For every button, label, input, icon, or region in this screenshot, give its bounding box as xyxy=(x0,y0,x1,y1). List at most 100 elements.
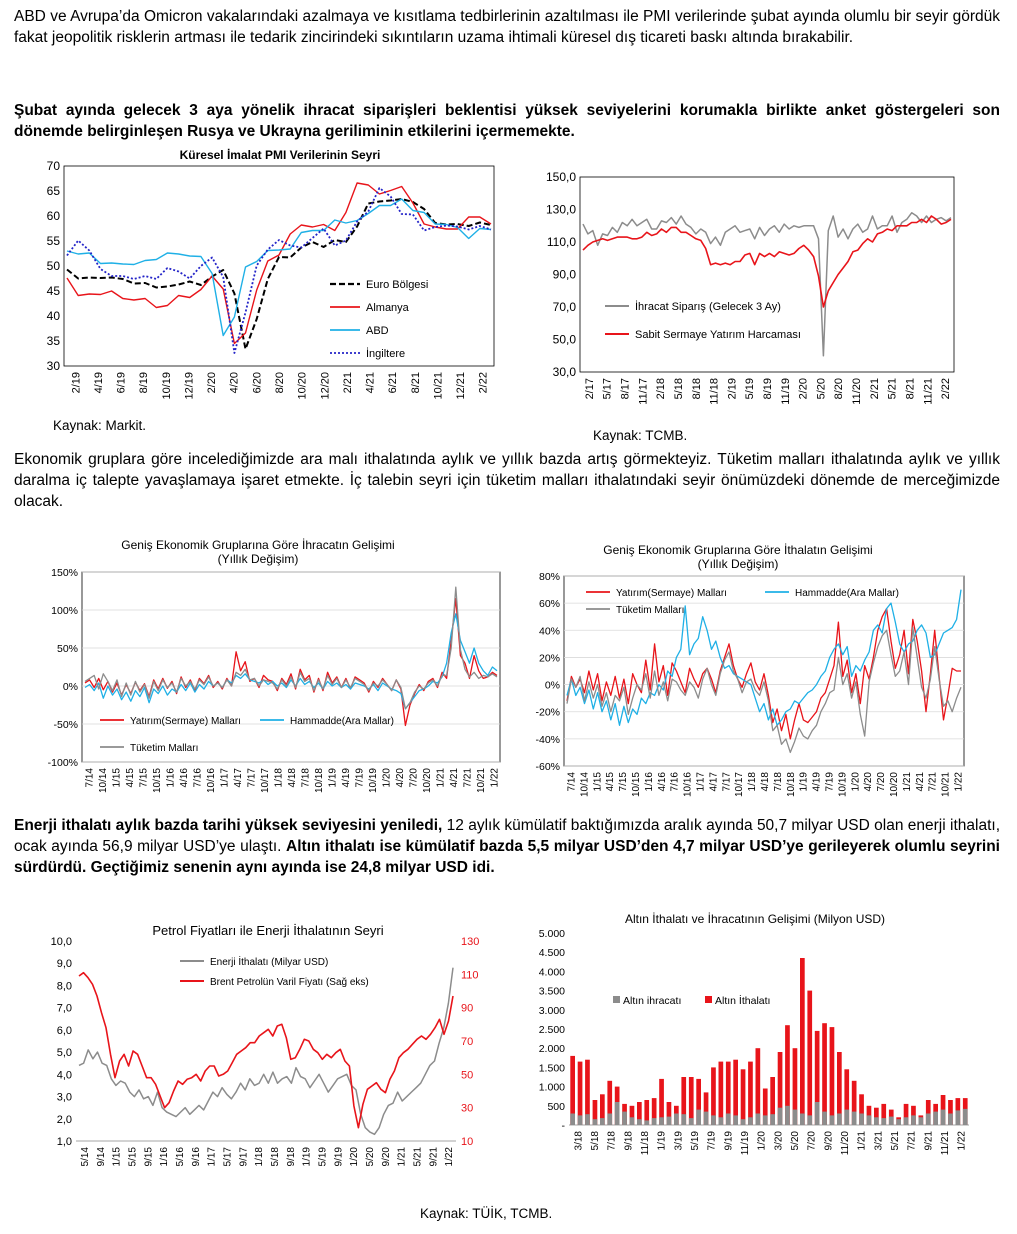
gold-export-bar xyxy=(785,1105,790,1125)
x-tick-label: 12/20 xyxy=(319,372,331,400)
gold-import-bar xyxy=(859,1094,864,1125)
gold-import-bar xyxy=(770,1077,775,1125)
x-tick-label: 7/19 xyxy=(825,772,836,792)
x-tick-label: 2/22 xyxy=(478,372,490,393)
x-tick-label: 7/16 xyxy=(670,772,681,792)
x-tick-label: 1/19 xyxy=(327,768,338,788)
gold-export-bar xyxy=(814,1102,820,1125)
chart-subtitle: (Yıllık Değişim) xyxy=(218,552,299,566)
x-tick-label: 1/22 xyxy=(489,768,500,788)
gold-import-bar xyxy=(822,1023,827,1125)
x-tick-label: 10/21 xyxy=(476,768,487,793)
y-tick-label: 500 xyxy=(547,1101,565,1113)
gold-export-bar xyxy=(696,1109,701,1125)
gold-import-bar xyxy=(585,1059,590,1125)
x-tick-label: 1/18 xyxy=(274,768,285,788)
legend-label: Altın İthalatı xyxy=(715,994,770,1007)
x-tick-label: 1/15 xyxy=(112,768,123,788)
chart-title: Altın İthalatı ve İhracatının Gelişimi (… xyxy=(625,912,885,926)
gold-export-bar xyxy=(629,1117,635,1125)
x-tick-label: 4/15 xyxy=(125,768,136,788)
x-tick-label: 10/19 xyxy=(368,768,379,793)
x-tick-label: 4/19 xyxy=(93,372,105,393)
series-line-1 xyxy=(566,607,961,740)
series-line-2 xyxy=(84,613,498,710)
x-tick-label: 3/19 xyxy=(673,1131,684,1151)
gold-import-bar xyxy=(577,1061,583,1125)
x-tick-label: 5/18 xyxy=(673,378,685,399)
x-tick-label: 4/20 xyxy=(863,772,874,792)
legend-label: Hammadde(Ara Mallar) xyxy=(290,716,394,727)
x-tick-label: 10/20 xyxy=(297,372,309,400)
y2-tick-label: 130 xyxy=(461,936,479,948)
y2-tick-label: 70 xyxy=(461,1036,473,1048)
gold-import-bar xyxy=(740,1069,746,1125)
source-markit: Kaynak: Markit. xyxy=(53,418,147,433)
paragraph-energy-gold: Enerji ithalatı aylık bazda tarihi yükse… xyxy=(14,815,1000,878)
y2-tick-label: 30 xyxy=(461,1103,473,1115)
x-tick-label: 11/17 xyxy=(637,378,649,405)
x-tick-label: 2/20 xyxy=(798,378,810,399)
x-tick-label: 2/19 xyxy=(726,378,738,399)
x-tick-label: 10/17 xyxy=(260,768,271,793)
y-tick-label: 35 xyxy=(47,334,61,348)
gold-import-bar xyxy=(800,958,805,1125)
x-tick-label: 11/20 xyxy=(851,378,863,405)
x-tick-label: 5/21 xyxy=(887,378,899,399)
gold-export-bar xyxy=(770,1114,775,1125)
x-tick-label: 9/18 xyxy=(623,1131,634,1151)
x-tick-label: 1/19 xyxy=(302,1147,313,1167)
x-tick-label: 1/22 xyxy=(957,1131,968,1151)
x-tick-label: 4/21 xyxy=(365,372,377,393)
y-tick-label: 70 xyxy=(47,159,61,173)
x-tick-label: 1/21 xyxy=(435,768,446,788)
x-tick-label: 10/17 xyxy=(734,772,745,797)
series-line-2 xyxy=(66,182,492,345)
energy-highlight: Enerji ithalatı aylık bazda tarihi yükse… xyxy=(14,817,443,834)
x-tick-label: 2/22 xyxy=(940,378,952,399)
x-tick-label: 2/17 xyxy=(584,378,596,399)
x-tick-label: 1/21 xyxy=(397,1147,408,1167)
y-tick-label: -60% xyxy=(535,761,560,773)
x-tick-label: 10/20 xyxy=(422,768,433,793)
y-tick-label: 50,0 xyxy=(553,333,577,347)
x-tick-label: 9/16 xyxy=(191,1147,202,1167)
gold-import-bar xyxy=(777,1052,783,1125)
x-tick-label: 7/17 xyxy=(247,768,258,788)
y2-tick-label: 10 xyxy=(461,1136,473,1148)
x-tick-label: 6/20 xyxy=(251,372,263,393)
gold-import-bar xyxy=(755,1048,761,1125)
y-tick-label: 8,0 xyxy=(57,980,72,992)
paragraph-export-orders: Şubat ayında gelecek 3 aya yönelik ihrac… xyxy=(14,102,1000,140)
x-tick-label: 1/17 xyxy=(207,1147,218,1167)
gold-export-bar xyxy=(940,1109,946,1125)
series-line-1 xyxy=(84,597,498,727)
x-tick-label: 1/19 xyxy=(799,772,810,792)
gold-export-bar xyxy=(711,1115,716,1125)
gold-import-bar xyxy=(703,1092,709,1125)
y-tick-label: 10,0 xyxy=(51,936,72,948)
x-tick-label: 7/20 xyxy=(408,768,419,788)
chart-subtitle: (Yıllık Değişim) xyxy=(698,557,779,571)
legend-label: Tüketim Malları xyxy=(616,605,684,616)
x-tick-label: 5/17 xyxy=(222,1147,233,1167)
x-tick-label: 4/17 xyxy=(233,768,244,788)
x-tick-label: 10/19 xyxy=(161,372,173,400)
import-groups-chart: -60%-40%-20%0%20%40%60%80%7/14 10/14 1/15 4… xyxy=(535,543,964,797)
legend-label: Yatırım(Sermaye) Malları xyxy=(130,716,241,727)
x-tick-label: 4/19 xyxy=(341,768,352,788)
x-tick-label: 11/18 xyxy=(709,378,721,405)
x-tick-label: 4/18 xyxy=(287,768,298,788)
gold-export-bar xyxy=(600,1118,605,1125)
x-tick-label: 9/20 xyxy=(381,1147,392,1167)
x-tick-label: 10/16 xyxy=(206,768,217,793)
oil-energy-chart: 1,0 2,0 3,0 4,0 5,0 6,0 7,0 8,0 9,0 10,0 10 30 50 70 9… xyxy=(51,923,480,1167)
x-tick-label: 8/20 xyxy=(833,378,845,399)
x-tick-label: 5/20 xyxy=(815,378,827,399)
source-tcmb: Kaynak: TCMB. xyxy=(593,428,688,443)
y-tick-label: 3,0 xyxy=(57,1092,72,1104)
x-tick-label: 4/19 xyxy=(812,772,823,792)
gold-import-bar xyxy=(748,1061,753,1125)
gold-export-bar xyxy=(792,1109,798,1125)
gold-import-bar xyxy=(592,1100,598,1125)
